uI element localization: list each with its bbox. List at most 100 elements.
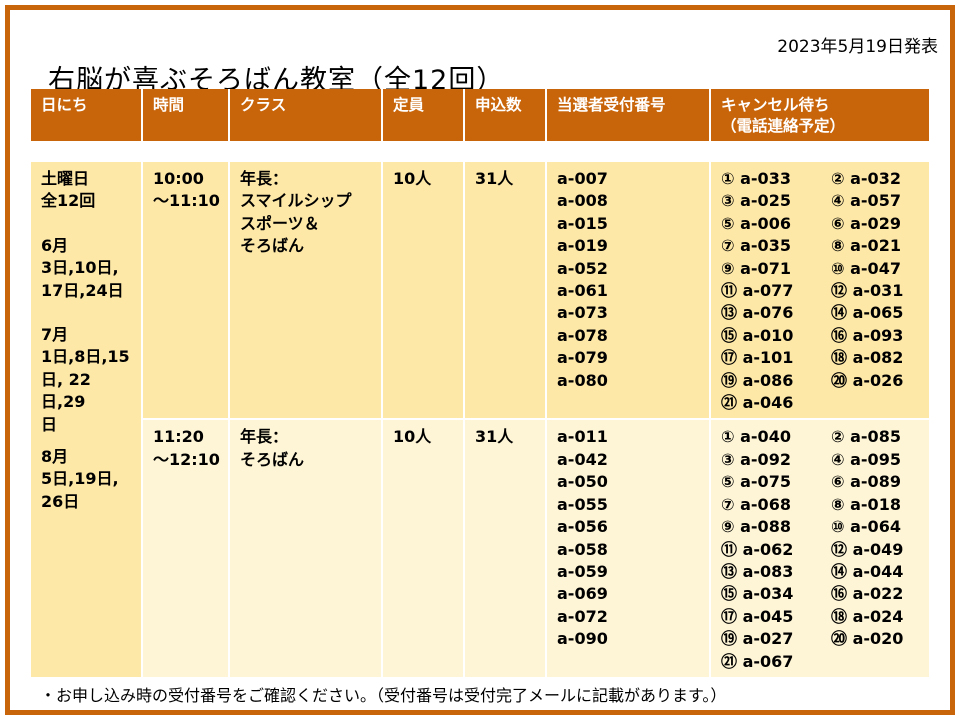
winner-number: a-008 xyxy=(557,191,608,211)
winner-number: a-061 xyxy=(557,281,608,301)
july-dates: 日, 22日,29 xyxy=(41,369,91,412)
waitlist-number: ⑰ a-045 xyxy=(721,606,794,626)
waitlist-number: ⑳ a-026 xyxy=(831,370,904,390)
waitlist-number: ⑰ a-101 xyxy=(721,348,794,368)
waitlist-number: ⑧ a-021 xyxy=(831,236,901,256)
time-cell: 10:00 ～11:10 xyxy=(142,159,230,420)
waitlist-number: ⑳ a-020 xyxy=(831,629,904,649)
winner-number: a-011 xyxy=(557,427,608,447)
winner-number: a-073 xyxy=(557,303,608,323)
class-cell: 年長： スマイルシップ スポーツ＆ そろばん xyxy=(229,159,383,420)
waitlist-number: ① a-040 xyxy=(721,427,791,447)
class-line: 年長： xyxy=(240,427,289,447)
winner-number: a-050 xyxy=(557,472,608,492)
waitlist-number: ⑨ a-088 xyxy=(721,517,791,537)
waitlist-cell: ① a-033 ② a-032 ③ a-025 ④ a-057 ⑤ a-006 ⑥ a-0… xyxy=(710,159,929,420)
waitlist-number: ② a-085 xyxy=(831,427,901,447)
waitlist-number: ⑫ a-031 xyxy=(831,281,904,301)
time-end: ～11:10 xyxy=(153,191,220,211)
waitlist-number: ③ a-092 xyxy=(721,449,791,469)
time-start: 11:20 xyxy=(153,427,204,447)
time-cell: 11:20 ～12:10 xyxy=(142,418,230,677)
winner-number: a-019 xyxy=(557,236,608,256)
waitlist-number: ⑪ a-062 xyxy=(721,539,794,559)
winner-number: a-080 xyxy=(557,370,608,390)
class-line: そろばん xyxy=(240,449,305,469)
winners-cell: a-011 a-042 a-050 a-055 a-056 a-058 a-059 a-069… xyxy=(546,418,711,677)
winner-number: a-007 xyxy=(557,169,608,188)
waitlist-number: ⑥ a-089 xyxy=(831,472,901,492)
capacity-cell: 10人 xyxy=(382,418,465,677)
july-dates: 1日,8日,15 xyxy=(41,347,130,367)
june-dates: 3日,10日, xyxy=(41,258,119,278)
waitlist-number: ⑫ a-049 xyxy=(831,539,904,559)
waitlist-number: ② a-032 xyxy=(831,169,901,188)
waitlist-number: ⑮ a-034 xyxy=(721,584,794,604)
june-dates: 17日,24日 xyxy=(41,280,124,300)
waitlist-number: ⑤ a-075 xyxy=(721,472,791,492)
waitlist-number: ④ a-095 xyxy=(831,449,901,469)
applications-cell: 31人 xyxy=(464,159,547,420)
july-label: 7月 xyxy=(41,325,69,345)
waitlist-number: ⑯ a-093 xyxy=(831,325,904,345)
announcement-date: 2023年5月19日発表 xyxy=(777,37,938,57)
session-count: 全12回 xyxy=(41,191,96,211)
waitlist-number: ⑮ a-010 xyxy=(721,325,794,345)
class-line: スポーツ＆ xyxy=(240,213,320,233)
august-label: 8月 xyxy=(41,447,69,467)
schedule-table: 日にち 時間 クラス 定員 申込数 当選者受付番号 キャンセル待ち （電話連絡予… xyxy=(31,89,929,677)
july-dates: 日 xyxy=(41,414,58,434)
winner-number: a-059 xyxy=(557,561,608,581)
header-class: クラス xyxy=(229,89,383,142)
waitlist-number: ⑲ a-027 xyxy=(721,629,794,649)
waitlist-number: ⑦ a-068 xyxy=(721,494,791,514)
waitlist-number: ⑭ a-044 xyxy=(831,561,904,581)
winner-number: a-069 xyxy=(557,584,608,604)
class-line: スマイルシップ xyxy=(240,191,352,211)
waitlist-number: ⑱ a-082 xyxy=(831,348,904,368)
footnote: ・お申し込み時の受付番号をご確認ください。（受付番号は受付完了メールに記載があり… xyxy=(40,686,727,705)
winner-number: a-015 xyxy=(557,213,608,233)
august-dates: 5日,19日, xyxy=(41,469,119,489)
waitlist-number: ⑩ a-064 xyxy=(831,517,901,537)
waitlist-number: ⑤ a-006 xyxy=(721,213,791,233)
waitlist-number: ⑪ a-077 xyxy=(721,281,794,301)
session-row-1: 土曜日 全12回 6月 3日,10日, 17日,24日 7月 1日,8日,15 … xyxy=(31,159,929,677)
header-date: 日にち xyxy=(31,89,143,142)
header-waitlist-label: キャンセル待ち xyxy=(721,96,830,114)
winner-number: a-042 xyxy=(557,449,608,469)
waitlist-cell: ① a-040 ② a-085 ③ a-092 ④ a-095 ⑤ a-075 ⑥ a-0… xyxy=(710,418,929,677)
header-capacity: 定員 xyxy=(382,89,465,142)
date-cell: 土曜日 全12回 6月 3日,10日, 17日,24日 7月 1日,8日,15 … xyxy=(31,160,143,677)
waitlist-number: ⑨ a-071 xyxy=(721,258,791,278)
winner-number: a-052 xyxy=(557,258,608,278)
header-applications: 申込数 xyxy=(464,89,547,142)
winner-number: a-055 xyxy=(557,494,608,514)
waitlist-number: ⑭ a-065 xyxy=(831,303,904,323)
waitlist-number: ③ a-025 xyxy=(721,191,791,211)
august-dates: 26日 xyxy=(41,491,80,511)
waitlist-number: ⑩ a-047 xyxy=(831,258,901,278)
waitlist-number: ④ a-057 xyxy=(831,191,901,211)
time-start: 10:00 xyxy=(153,169,204,188)
header-waitlist-note: （電話連絡予定） xyxy=(721,117,846,135)
day-of-week: 土曜日 xyxy=(41,169,90,188)
winner-number: a-058 xyxy=(557,539,608,559)
waitlist-number: ⑬ a-076 xyxy=(721,303,794,323)
header-waitlist: キャンセル待ち （電話連絡予定） xyxy=(710,89,929,142)
class-line: 年長： xyxy=(240,169,289,188)
time-end: ～12:10 xyxy=(153,449,220,469)
waitlist-number: ⑬ a-083 xyxy=(721,561,794,581)
june-label: 6月 xyxy=(41,235,69,255)
capacity-cell: 10人 xyxy=(382,159,465,420)
winners-cell: a-007 a-008 a-015 a-019 a-052 a-061 a-073 a-078… xyxy=(546,159,711,420)
winner-number: a-056 xyxy=(557,517,608,537)
waitlist-number: ⑦ a-035 xyxy=(721,236,791,256)
winner-number: a-079 xyxy=(557,348,608,368)
waitlist-number: ① a-033 xyxy=(721,169,791,188)
header-time: 時間 xyxy=(142,89,230,142)
class-line: そろばん xyxy=(240,236,305,256)
session-row-2: 11:20 ～12:10 年長： そろばん 10人 31人 a-011 a-042… xyxy=(31,418,929,677)
waitlist-number: ⑱ a-024 xyxy=(831,606,904,626)
waitlist-number: ⑯ a-022 xyxy=(831,584,904,604)
